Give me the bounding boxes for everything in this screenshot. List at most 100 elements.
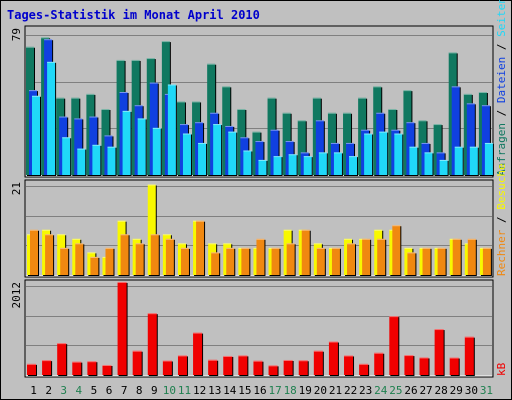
x-tick-label-day-4: 4 (76, 384, 83, 397)
bar-kb-day-6 (102, 364, 112, 375)
bar-kb-day-10 (162, 360, 172, 375)
bar-rechner-day-19 (301, 229, 310, 275)
legend-entry: Dateien (495, 57, 508, 103)
panel-top-ymax-label: 79 (10, 28, 23, 41)
bar-kb-day-9 (147, 313, 157, 375)
bar-rechner-day-16 (256, 238, 265, 275)
bar-rechner-day-31 (482, 247, 491, 275)
bar-kb-day-4 (72, 361, 82, 375)
x-tick-label-day-15: 15 (238, 384, 251, 397)
bar-dateien-day-29 (451, 86, 460, 175)
bar-rechner-day-6 (105, 247, 114, 275)
bar-kb-day-5 (87, 361, 97, 375)
bar-rechner-day-23 (362, 238, 371, 275)
bar-seiten-day-15 (243, 150, 252, 175)
x-tick-label-day-25: 25 (389, 384, 402, 397)
bar-kb-day-1 (27, 363, 36, 375)
x-tick-label-day-20: 20 (314, 384, 327, 397)
x-tick-label-day-6: 6 (106, 384, 113, 397)
legend-entry: Rechner (495, 229, 508, 276)
bar-kb-day-18 (283, 359, 293, 375)
x-tick-label-day-12: 12 (193, 384, 206, 397)
panel-bottom: 2012 kB (10, 279, 508, 378)
bar-rechner-day-3 (60, 247, 69, 275)
bar-seiten-day-11 (182, 133, 191, 175)
x-tick-label-day-30: 30 (465, 384, 478, 397)
bar-seiten-day-12 (198, 142, 207, 175)
bar-rechner-day-14 (226, 247, 235, 275)
x-tick-label-day-9: 9 (151, 384, 158, 397)
bar-rechner-day-13 (211, 252, 220, 275)
chart-title: Tages-Statistik im Monat April 2010 (7, 8, 260, 22)
x-tick-label-day-24: 24 (374, 384, 388, 397)
bar-kb-day-13 (208, 359, 218, 375)
bar-dateien-day-16 (255, 141, 264, 175)
bar-dateien-day-20 (315, 120, 324, 175)
x-tick-label-day-17: 17 (268, 384, 281, 397)
bar-rechner-day-30 (467, 238, 476, 275)
bar-rechner-day-10 (165, 238, 174, 275)
panel-middle-legend: Rechner / Besuche (495, 163, 508, 276)
bar-rechner-day-2 (45, 234, 54, 275)
bar-kb-day-19 (298, 360, 308, 375)
bar-dateien-day-4 (74, 118, 83, 175)
bar-rechner-day-8 (135, 243, 144, 275)
legend-entry: Seiten (495, 0, 508, 37)
bar-seiten-day-18 (288, 154, 297, 175)
x-axis-labels: 1 2 3 4 5 6 7 8 9 10 11 12 13 14 15 16 17 18 19 20 21 22 23 24 2… (30, 384, 493, 397)
bar-kb-day-15 (238, 355, 248, 375)
bar-rechner-day-29 (452, 238, 461, 275)
bar-kb-day-24 (374, 352, 384, 375)
bar-rechner-day-15 (241, 247, 250, 275)
x-tick-label-day-16: 16 (253, 384, 266, 397)
x-tick-label-day-21: 21 (329, 384, 342, 397)
x-tick-label-day-29: 29 (450, 384, 463, 397)
bar-seiten-day-26 (409, 146, 418, 175)
bar-rechner-day-1 (30, 229, 38, 275)
bar-rechner-day-28 (437, 247, 446, 275)
bar-seiten-day-27 (424, 152, 433, 175)
bar-seiten-day-9 (152, 127, 161, 175)
bar-seiten-day-6 (107, 146, 116, 175)
legend-entry: / (495, 37, 508, 57)
panels-layer: 79 Anfragen / Dateien / Seiten 21 Rechner /… (10, 0, 508, 378)
bar-seiten-day-17 (273, 156, 282, 175)
bar-rechner-day-18 (286, 243, 295, 275)
legend-entry: kB (495, 362, 508, 376)
bar-seiten-day-20 (318, 152, 327, 175)
bar-kb-day-2 (42, 360, 52, 375)
bar-rechner-day-24 (377, 238, 386, 275)
bar-seiten-day-7 (122, 110, 131, 175)
bar-seiten-day-24 (379, 131, 388, 175)
bar-kb-day-29 (449, 357, 459, 375)
bar-seiten-day-10 (167, 84, 176, 175)
bar-rechner-day-12 (196, 220, 205, 275)
bar-seiten-day-16 (258, 159, 267, 175)
x-tick-label-day-18: 18 (284, 384, 297, 397)
bar-seiten-day-3 (62, 137, 71, 175)
bar-besuche-day-9 (147, 184, 156, 275)
bar-kb-day-14 (223, 355, 233, 375)
x-tick-label-day-1: 1 (30, 384, 37, 397)
bar-dateien-day-30 (466, 103, 475, 175)
bar-seiten-day-5 (92, 144, 101, 175)
legend-entry: Besuche (495, 163, 508, 209)
x-tick-label-day-11: 11 (178, 384, 191, 397)
panel-bottom-ymax-label: 2012 (10, 282, 23, 309)
x-tick-label-day-13: 13 (208, 384, 221, 397)
bar-kb-day-25 (389, 316, 399, 375)
bar-kb-day-3 (57, 343, 67, 375)
bar-seiten-day-29 (454, 146, 463, 175)
x-tick-label-day-22: 22 (344, 384, 357, 397)
bar-rechner-day-9 (150, 234, 159, 275)
bar-kb-day-8 (132, 350, 142, 375)
x-tick-label-day-19: 19 (299, 384, 312, 397)
bar-seiten-day-22 (349, 156, 358, 175)
x-tick-label-day-7: 7 (121, 384, 128, 397)
bar-seiten-day-23 (364, 133, 373, 175)
x-tick-label-day-26: 26 (404, 384, 417, 397)
x-tick-label-day-27: 27 (419, 384, 432, 397)
panel-middle-bars (27, 184, 492, 276)
bar-rechner-day-26 (407, 252, 416, 275)
x-tick-label-day-28: 28 (435, 384, 448, 397)
